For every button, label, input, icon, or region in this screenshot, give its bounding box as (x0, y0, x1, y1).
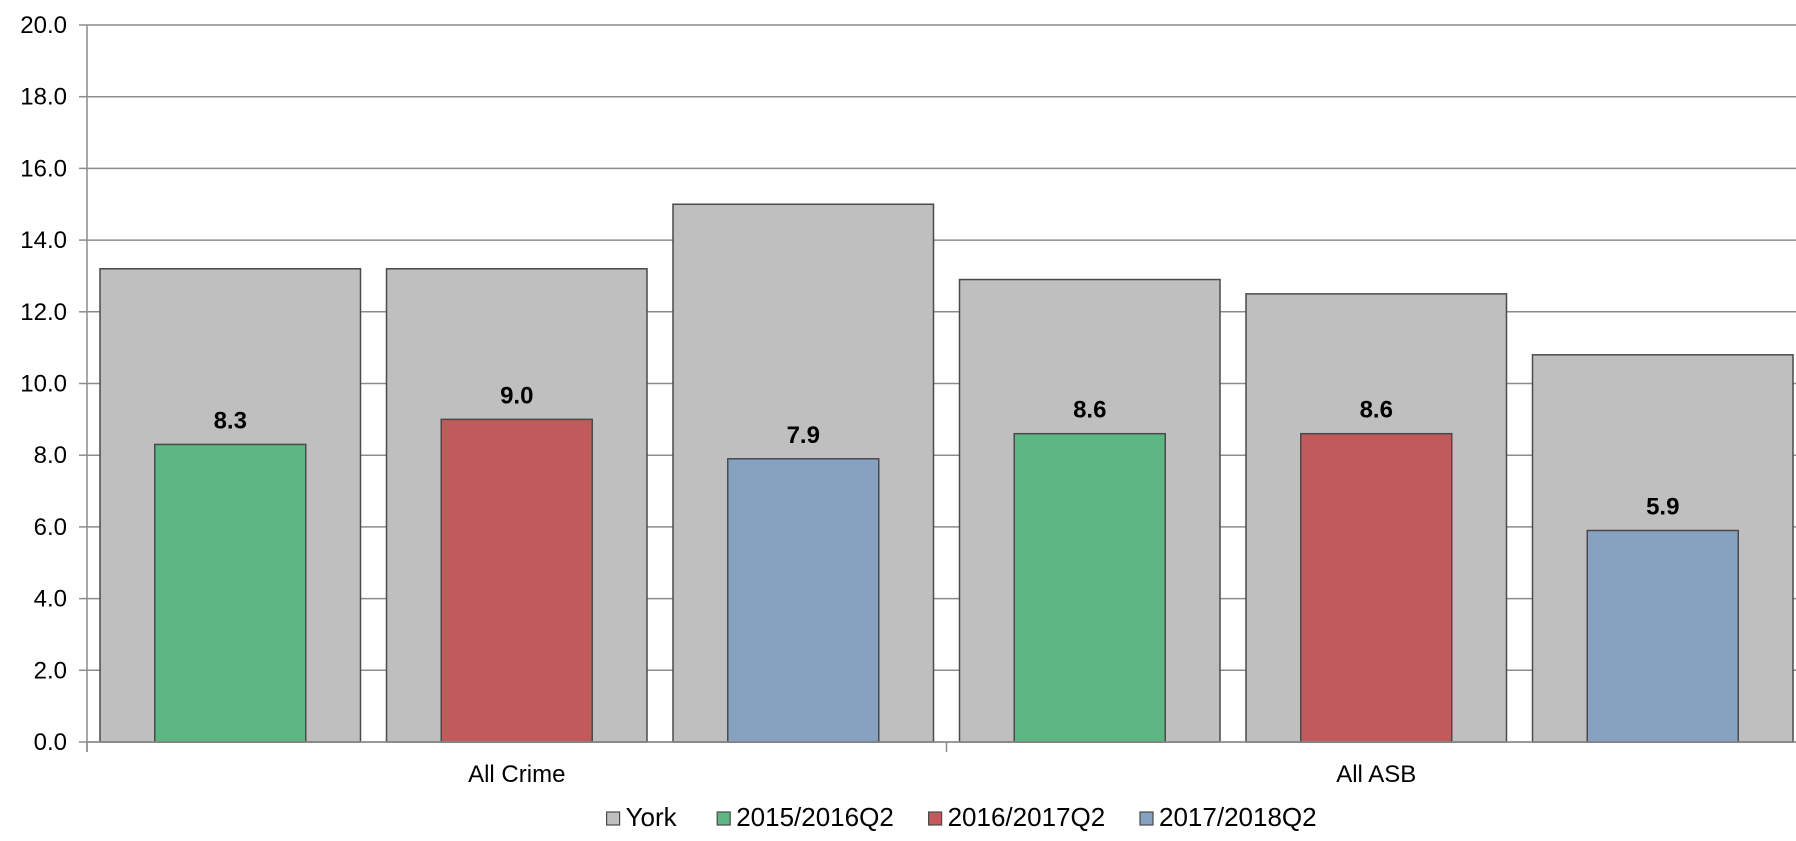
y-tick-label: 14.0 (20, 227, 67, 254)
data-label: 7.9 (787, 422, 820, 449)
y-axis: 0.0 2.0 4.0 6.0 8.0 10.0 12.0 14.0 16.0 18.0 20.0 (20, 12, 88, 756)
bars (99, 203, 1794, 743)
y-tick-label: 12.0 (20, 299, 67, 326)
data-label: 5.9 (1646, 493, 1679, 520)
y-tick-label: 16.0 (20, 155, 67, 182)
legend-label: 2015/2016Q2 (736, 802, 894, 832)
legend-label: York (626, 802, 678, 832)
data-label: 9.0 (500, 382, 533, 409)
y-tick-label: 0.0 (34, 729, 67, 756)
legend-swatch (1139, 811, 1154, 826)
y-tick-label: 6.0 (34, 514, 67, 541)
legend-label: 2017/2018Q2 (1159, 802, 1317, 832)
y-tick-label: 2.0 (34, 657, 67, 684)
data-label: 8.6 (1360, 397, 1393, 424)
data-label: 8.6 (1073, 397, 1106, 424)
y-tick-label: 10.0 (20, 371, 67, 398)
x-axis: All Crime All ASB (86, 741, 1796, 788)
legend: York 2015/2016Q2 2016/2017Q2 2017/2018Q2 (605, 802, 1317, 832)
bar-2016-2017q2 (1300, 432, 1453, 743)
legend-swatch (716, 811, 731, 826)
bar-2017-2018q2 (1586, 529, 1739, 743)
bar-2015-2016q2 (1013, 432, 1166, 743)
y-tick-label: 18.0 (20, 84, 67, 111)
y-tick-label: 20.0 (20, 12, 67, 39)
bar-2016-2017q2 (440, 418, 593, 743)
bar-2015-2016q2 (154, 443, 307, 743)
legend-label: 2016/2017Q2 (948, 802, 1106, 832)
y-tick-label: 4.0 (34, 586, 67, 613)
data-label: 8.3 (214, 407, 247, 434)
bar-2017-2018q2 (727, 458, 880, 743)
x-category-label: All Crime (468, 761, 565, 788)
gridlines (87, 24, 1796, 743)
legend-swatch (605, 811, 621, 826)
legend-swatch (927, 811, 943, 826)
data-labels: 8.3 9.0 7.9 8.6 8.6 5.9 (214, 382, 1680, 520)
y-tick-label: 8.0 (34, 442, 67, 469)
x-category-label: All ASB (1336, 761, 1416, 788)
